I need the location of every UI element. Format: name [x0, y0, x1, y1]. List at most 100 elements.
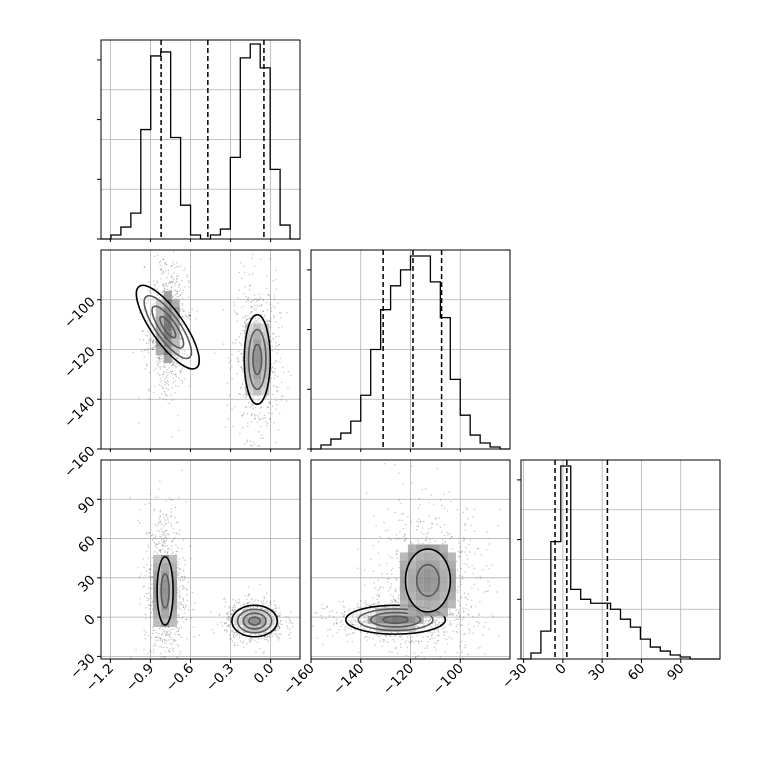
- density-cell: [161, 618, 170, 627]
- density-cell: [261, 387, 270, 396]
- panel-frame: [520, 459, 721, 660]
- density-cell: [439, 568, 448, 577]
- x-tick-label-p2: −140: [330, 661, 368, 699]
- density-cell: [261, 379, 270, 388]
- density-cell: [423, 568, 432, 577]
- density-cell: [163, 291, 172, 300]
- density-cell: [163, 339, 172, 348]
- density-cell: [163, 307, 172, 316]
- density-cell: [253, 339, 262, 348]
- density-cell: [153, 562, 162, 571]
- density-cell: [169, 602, 178, 611]
- density-cell: [161, 578, 170, 587]
- density-cell: [250, 617, 259, 626]
- histogram-p2: [311, 255, 510, 450]
- density-cell: [163, 315, 172, 324]
- x-tick-label-p2: −100: [430, 661, 468, 699]
- x-tick-label-p1: −0.9: [123, 661, 157, 695]
- contour-level-1: [247, 328, 267, 391]
- density-cell: [253, 331, 262, 340]
- x-tick-label-p1: −0.3: [203, 661, 237, 695]
- density-cell: [383, 607, 392, 616]
- density-cell: [439, 592, 448, 601]
- density-cell: [415, 608, 424, 617]
- density-cell: [261, 323, 270, 332]
- density-cell: [423, 584, 432, 593]
- density-cell: [407, 560, 416, 569]
- density-cell: [153, 554, 162, 563]
- density-cell: [415, 544, 424, 553]
- density-cell: [163, 355, 172, 364]
- density-cell: [399, 623, 408, 632]
- density-cell: [431, 584, 440, 593]
- density-cell: [169, 570, 178, 579]
- contour-level-0: [159, 315, 177, 339]
- density-cell: [439, 552, 448, 561]
- density-cell: [399, 607, 408, 616]
- density-cell: [171, 323, 180, 332]
- density-cell: [407, 568, 416, 577]
- density-cell: [245, 387, 254, 396]
- density-panel-p1-p2: [100, 249, 301, 450]
- density-cell: [171, 347, 180, 356]
- density-cell: [155, 347, 164, 356]
- contour-level-2: [357, 608, 434, 632]
- density-cell: [431, 560, 440, 569]
- density-cell: [253, 323, 262, 332]
- y-tick-label-p2: −140: [61, 394, 99, 432]
- density-cell: [161, 570, 170, 579]
- density-cell: [407, 623, 416, 632]
- density-cell: [407, 608, 416, 617]
- density-cell: [399, 615, 408, 624]
- histogram-panel-p2: [307, 249, 511, 450]
- density-cell: [447, 600, 456, 609]
- density-cell: [407, 544, 416, 553]
- y-tick-label-p3: 30: [75, 572, 98, 595]
- density-cell: [415, 592, 424, 601]
- density-cell: [163, 299, 172, 308]
- contour-level-1: [156, 556, 174, 626]
- density-cell: [375, 615, 384, 624]
- density-cell: [431, 568, 440, 577]
- density-cell: [447, 560, 456, 569]
- density-cell: [447, 568, 456, 577]
- density-cell: [171, 299, 180, 308]
- y-tick-label-p2: −100: [61, 294, 99, 332]
- density-cell: [415, 576, 424, 585]
- x-tick-label-p3: 90: [664, 661, 687, 684]
- density-cell: [423, 600, 432, 609]
- panel-frame: [100, 39, 301, 240]
- density-cell: [407, 576, 416, 585]
- density-cell: [415, 600, 424, 609]
- density-cell: [253, 363, 262, 372]
- contour-level-1: [242, 612, 267, 630]
- density-cell: [431, 544, 440, 553]
- density-cell: [163, 347, 172, 356]
- density-cell: [383, 615, 392, 624]
- density-cell: [161, 562, 170, 571]
- density-cell: [153, 570, 162, 579]
- density-cell: [407, 552, 416, 561]
- x-tick-label-p1: 0.0: [251, 661, 278, 688]
- density-cell: [415, 552, 424, 561]
- density-cell: [423, 552, 432, 561]
- density-cell: [169, 554, 178, 563]
- density-cell: [399, 592, 408, 601]
- x-tick-label-p2: −160: [280, 661, 318, 699]
- x-tick-label-p3: 60: [625, 661, 648, 684]
- contour-level-2: [143, 294, 193, 360]
- density-cell: [253, 371, 262, 380]
- density-cell: [258, 609, 267, 618]
- density-cell: [161, 586, 170, 595]
- density-cell: [407, 592, 416, 601]
- density-cell: [383, 623, 392, 632]
- density-panel-p2-p3: [310, 459, 511, 660]
- y-tick-label-p3: 60: [75, 533, 98, 556]
- contour-level-2: [243, 313, 272, 406]
- density-cell: [266, 617, 275, 626]
- x-tick-label-p1: −0.6: [163, 661, 197, 695]
- density-cell: [415, 560, 424, 569]
- density-cell: [253, 347, 262, 356]
- x-tick-label-p3: 30: [586, 661, 609, 684]
- density-cell: [258, 625, 267, 634]
